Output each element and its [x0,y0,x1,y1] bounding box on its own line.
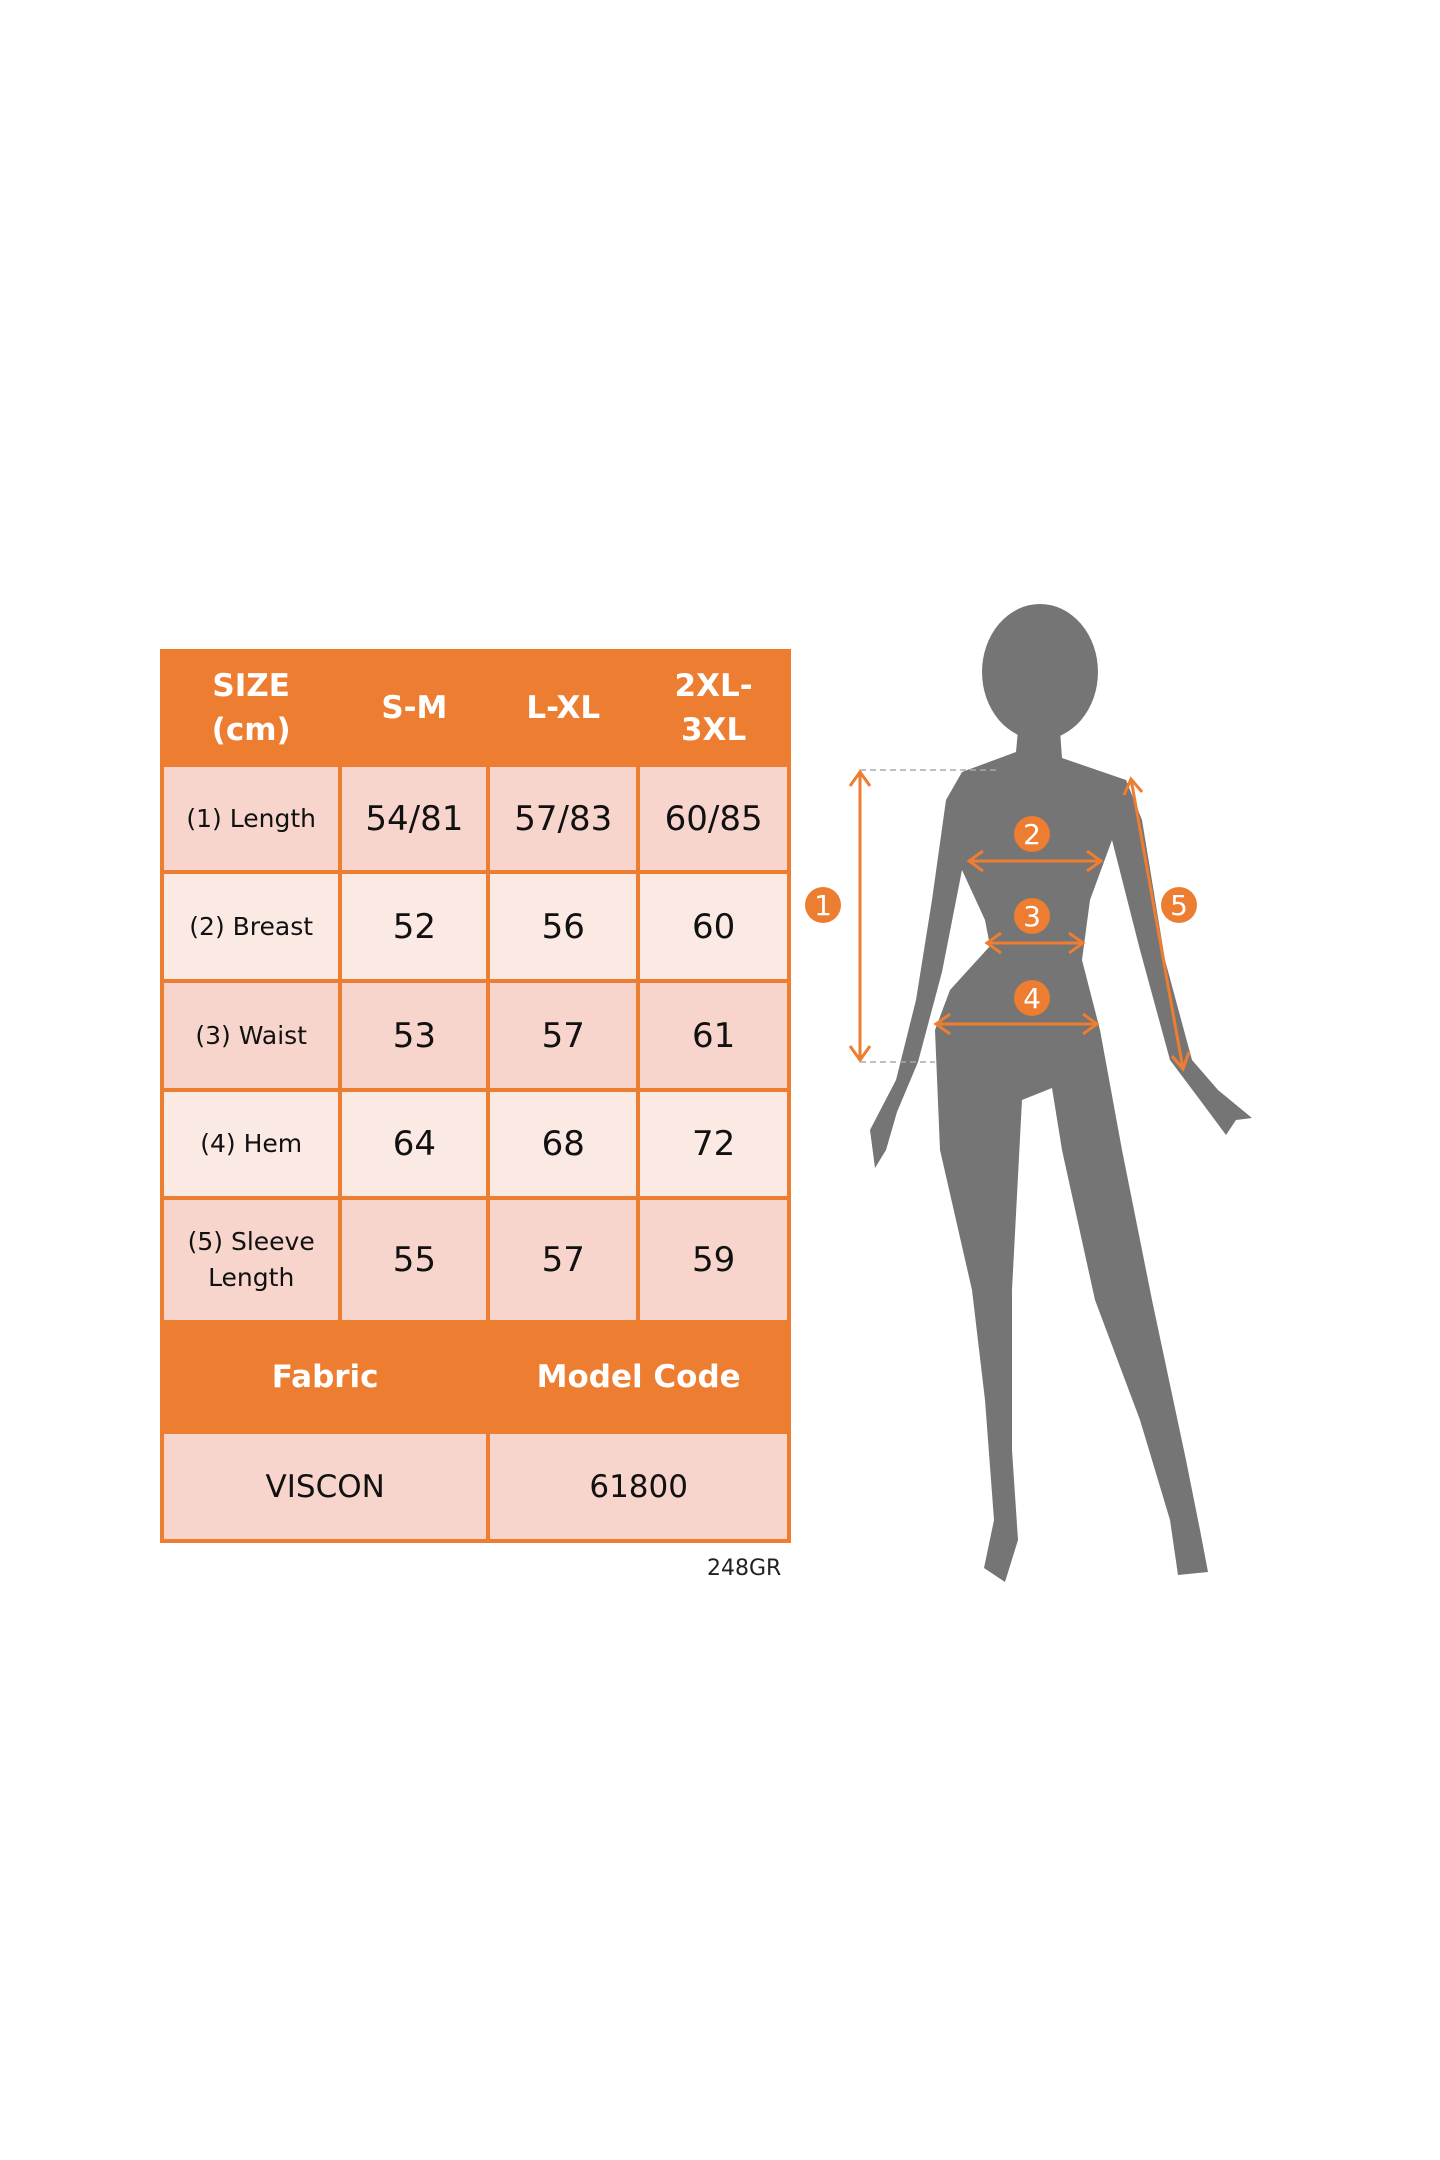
table-row: (2) Breast 52 56 60 [159,870,791,983]
header-xxl-line2: 3XL [680,712,747,748]
marker-1-label: 1 [814,889,832,922]
head [982,604,1098,740]
header-l-xl: L-XL [486,649,641,767]
header-2xl-3xl: 2XL- 3XL [636,649,791,767]
marker-3 [1014,898,1050,934]
row-label: (5) Sleeve Length [159,1196,343,1324]
marker-2 [1014,816,1050,852]
cell: 64 [338,1088,491,1200]
header-size-line2: (cm) [211,712,291,748]
marker-3-label: 3 [1023,900,1041,933]
table-row: (3) Waist 53 57 61 [159,979,791,1092]
row-label: (3) Waist [159,979,343,1092]
table-row: (1) Length 54/81 57/83 60/85 [159,763,791,874]
silhouette [870,604,1252,1582]
row-label: (1) Length [159,763,343,874]
row-label: (4) Hem [159,1088,343,1200]
cell: 55 [338,1196,491,1324]
marker-1 [805,887,841,923]
length-arrow [848,769,872,1063]
cell: 60/85 [636,763,791,874]
cell: 57/83 [486,763,641,874]
measurement-guides [848,769,1191,1072]
marker-4-label: 4 [1023,982,1041,1015]
cell: 61 [636,979,791,1092]
waist-arrow [984,931,1086,955]
cell: 68 [486,1088,641,1200]
model-code-value: 61800 [486,1430,791,1543]
fabric-row: VISCON 61800 [159,1430,791,1543]
body [870,730,1252,1582]
header-size: SIZE (cm) [159,649,343,767]
header-s-m: S-M [338,649,491,767]
marker-5 [1161,887,1197,923]
cell: 59 [636,1196,791,1324]
cell: 57 [486,979,641,1092]
row-label-line1: (5) Sleeve [187,1227,315,1256]
marker-2-label: 2 [1023,818,1041,851]
sleeve-arrow [1122,776,1191,1072]
header-xxl-line1: 2XL- [674,668,753,704]
fabric-header-row: Fabric Model Code [159,1320,791,1434]
cell: 52 [338,870,491,983]
model-code-header: Model Code [486,1320,791,1434]
row-label: (2) Breast [159,870,343,983]
marker-4 [1014,980,1050,1016]
measurement-markers: 1 2 3 4 5 [805,816,1197,1016]
cell: 54/81 [338,763,491,874]
row-label-line2: Length [208,1263,295,1292]
breast-arrow [966,849,1104,873]
fabric-value: VISCON [159,1430,491,1543]
table-row: (4) Hem 64 68 72 [159,1088,791,1200]
cell: 56 [486,870,641,983]
size-chart-table: SIZE (cm) S-M L-XL 2XL- 3XL (1) Length 54/… [159,649,791,1543]
header-row: SIZE (cm) S-M L-XL 2XL- 3XL [159,649,791,767]
cell: 60 [636,870,791,983]
table-row: (5) Sleeve Length 55 57 59 [159,1196,791,1324]
header-size-line1: SIZE [212,668,290,704]
marker-5-label: 5 [1170,889,1188,922]
cell: 53 [338,979,491,1092]
cell: 72 [636,1088,791,1200]
cell: 57 [486,1196,641,1324]
product-code: 248GR [707,1556,782,1581]
fabric-header: Fabric [159,1320,491,1434]
hem-arrow [933,1012,1100,1036]
